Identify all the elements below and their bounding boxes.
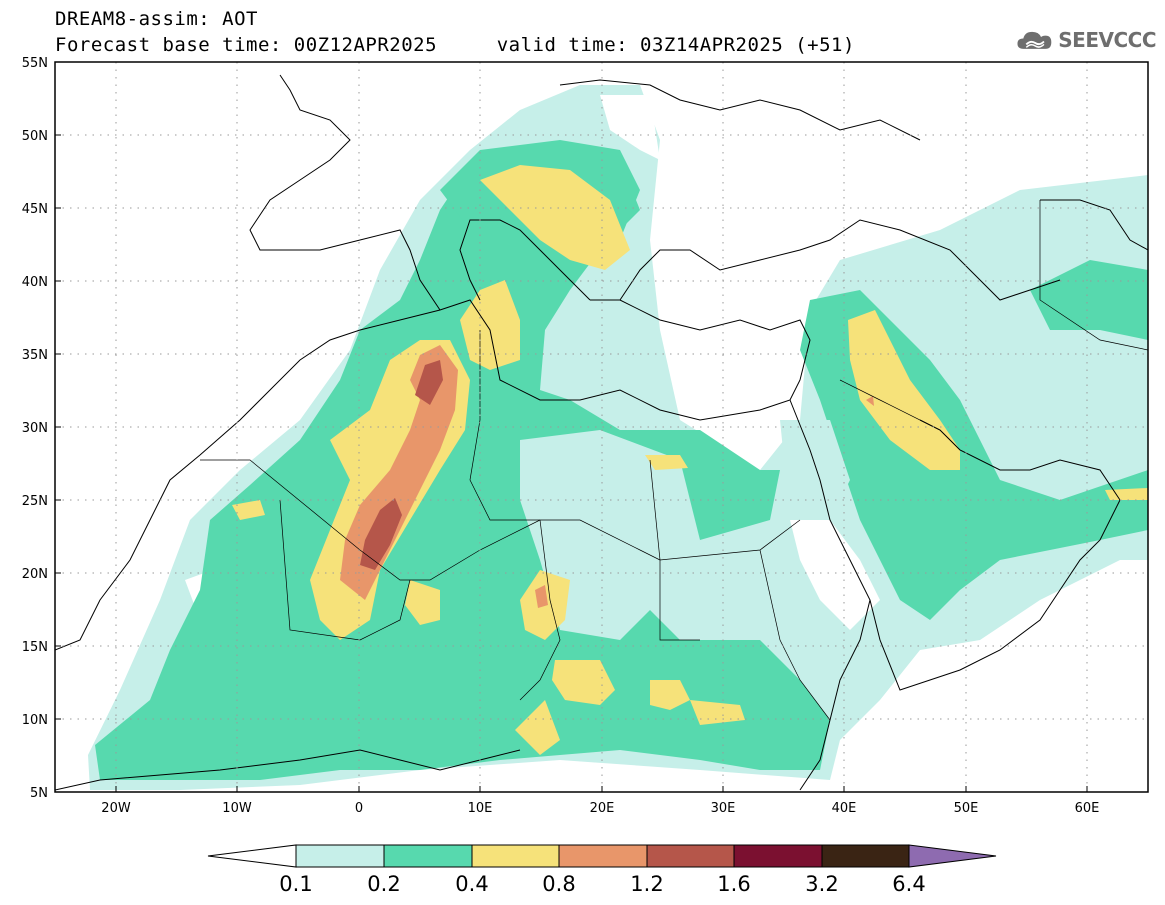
colorbar-swatch xyxy=(821,844,910,868)
colorbar-right-arrow xyxy=(908,844,997,868)
colorbar-left-arrow xyxy=(207,844,297,868)
lon-label: 50E xyxy=(954,801,979,816)
lat-label: 50N xyxy=(22,129,48,144)
colorbar-label: 0.4 xyxy=(455,872,489,896)
lat-label: 35N xyxy=(22,348,48,363)
colorbar-label: 0.8 xyxy=(542,872,576,896)
aot-band-1.2 xyxy=(360,498,402,570)
forecast-times: Forecast base time: 00Z12APR2025 valid t… xyxy=(55,34,855,56)
colorbar-label: 0.1 xyxy=(279,872,313,896)
colorbar-label: 3.2 xyxy=(805,872,839,896)
lat-label: 20N xyxy=(22,567,48,582)
aot-band-1.2-iraq xyxy=(866,396,874,406)
lon-label: 0 xyxy=(355,801,363,816)
aot-band-0.4-cameroon xyxy=(515,700,560,755)
aot-pocket-east-africa xyxy=(780,420,850,520)
lon-label: 10E xyxy=(468,801,493,816)
aot-band-0.4-sudan-east xyxy=(650,680,690,710)
clear-region-europe-east xyxy=(600,95,660,160)
colorbar-labels: 0.1 0.2 0.4 0.8 1.2 1.6 3.2 6.4 xyxy=(0,872,1165,900)
aot-band-0.4-mesopotamia xyxy=(848,310,960,470)
lon-label: 20W xyxy=(101,801,131,816)
aot-band-0.4-niger xyxy=(405,580,440,625)
lon-label: 10W xyxy=(222,801,252,816)
aot-band-0.4-tunisia xyxy=(460,280,520,370)
colorbar-label: 6.4 xyxy=(892,872,926,896)
lat-label: 55N xyxy=(22,56,48,71)
aot-band-0.8-sudan xyxy=(535,585,548,608)
coastlines xyxy=(55,74,1148,791)
colorbar-swatch xyxy=(295,844,385,868)
aot-band-0.4-balkans xyxy=(480,165,630,270)
country-borders xyxy=(200,200,1148,721)
aot-band-1.2-north xyxy=(415,360,443,405)
lon-labels: 20W 10W 0 10E 20E 30E 40E 50E 60E xyxy=(101,801,1099,816)
map-title: DREAM8-assim: AOT xyxy=(55,8,258,30)
colorbar-swatch xyxy=(558,844,648,868)
lon-label: 30E xyxy=(711,801,736,816)
colorbar-label: 0.2 xyxy=(367,872,401,896)
axis-ticks xyxy=(55,134,1088,792)
lat-label: 45N xyxy=(22,202,48,217)
lat-label: 25N xyxy=(22,494,48,509)
logo-text: SEEVCCC xyxy=(1058,28,1156,52)
aot-contours xyxy=(88,85,1148,790)
cloud-icon xyxy=(1017,31,1052,49)
aot-band-0.4-mauritania xyxy=(232,500,265,520)
seevccc-logo: SEEVCCC xyxy=(1016,24,1156,56)
colorbar-label: 1.2 xyxy=(630,872,664,896)
lat-labels: 55N 50N 45N 40N 35N 30N 25N 20N 15N 10N … xyxy=(22,56,48,801)
lat-label: 30N xyxy=(22,421,48,436)
colorbar xyxy=(207,844,997,868)
lon-label: 40E xyxy=(832,801,857,816)
aot-band-0.4-sudan xyxy=(552,660,615,705)
grid-lines xyxy=(55,62,1148,792)
aot-band-0.2 xyxy=(95,150,830,780)
colorbar-swatch xyxy=(733,844,823,868)
colorbar-swatch xyxy=(471,844,560,868)
colorbar-swatch xyxy=(646,844,735,868)
lon-label: 60E xyxy=(1075,801,1100,816)
aot-band-0.4-oman xyxy=(1105,488,1148,500)
clear-region-red-sea xyxy=(790,520,880,630)
colorbar-label: 1.6 xyxy=(717,872,751,896)
lon-label: 20E xyxy=(590,801,615,816)
lat-label: 15N xyxy=(22,640,48,655)
aot-band-0.4-libya xyxy=(645,455,688,470)
lat-label: 10N xyxy=(22,713,48,728)
lat-label: 5N xyxy=(30,786,48,801)
colorbar-swatch xyxy=(383,844,473,868)
lat-label: 40N xyxy=(22,275,48,290)
